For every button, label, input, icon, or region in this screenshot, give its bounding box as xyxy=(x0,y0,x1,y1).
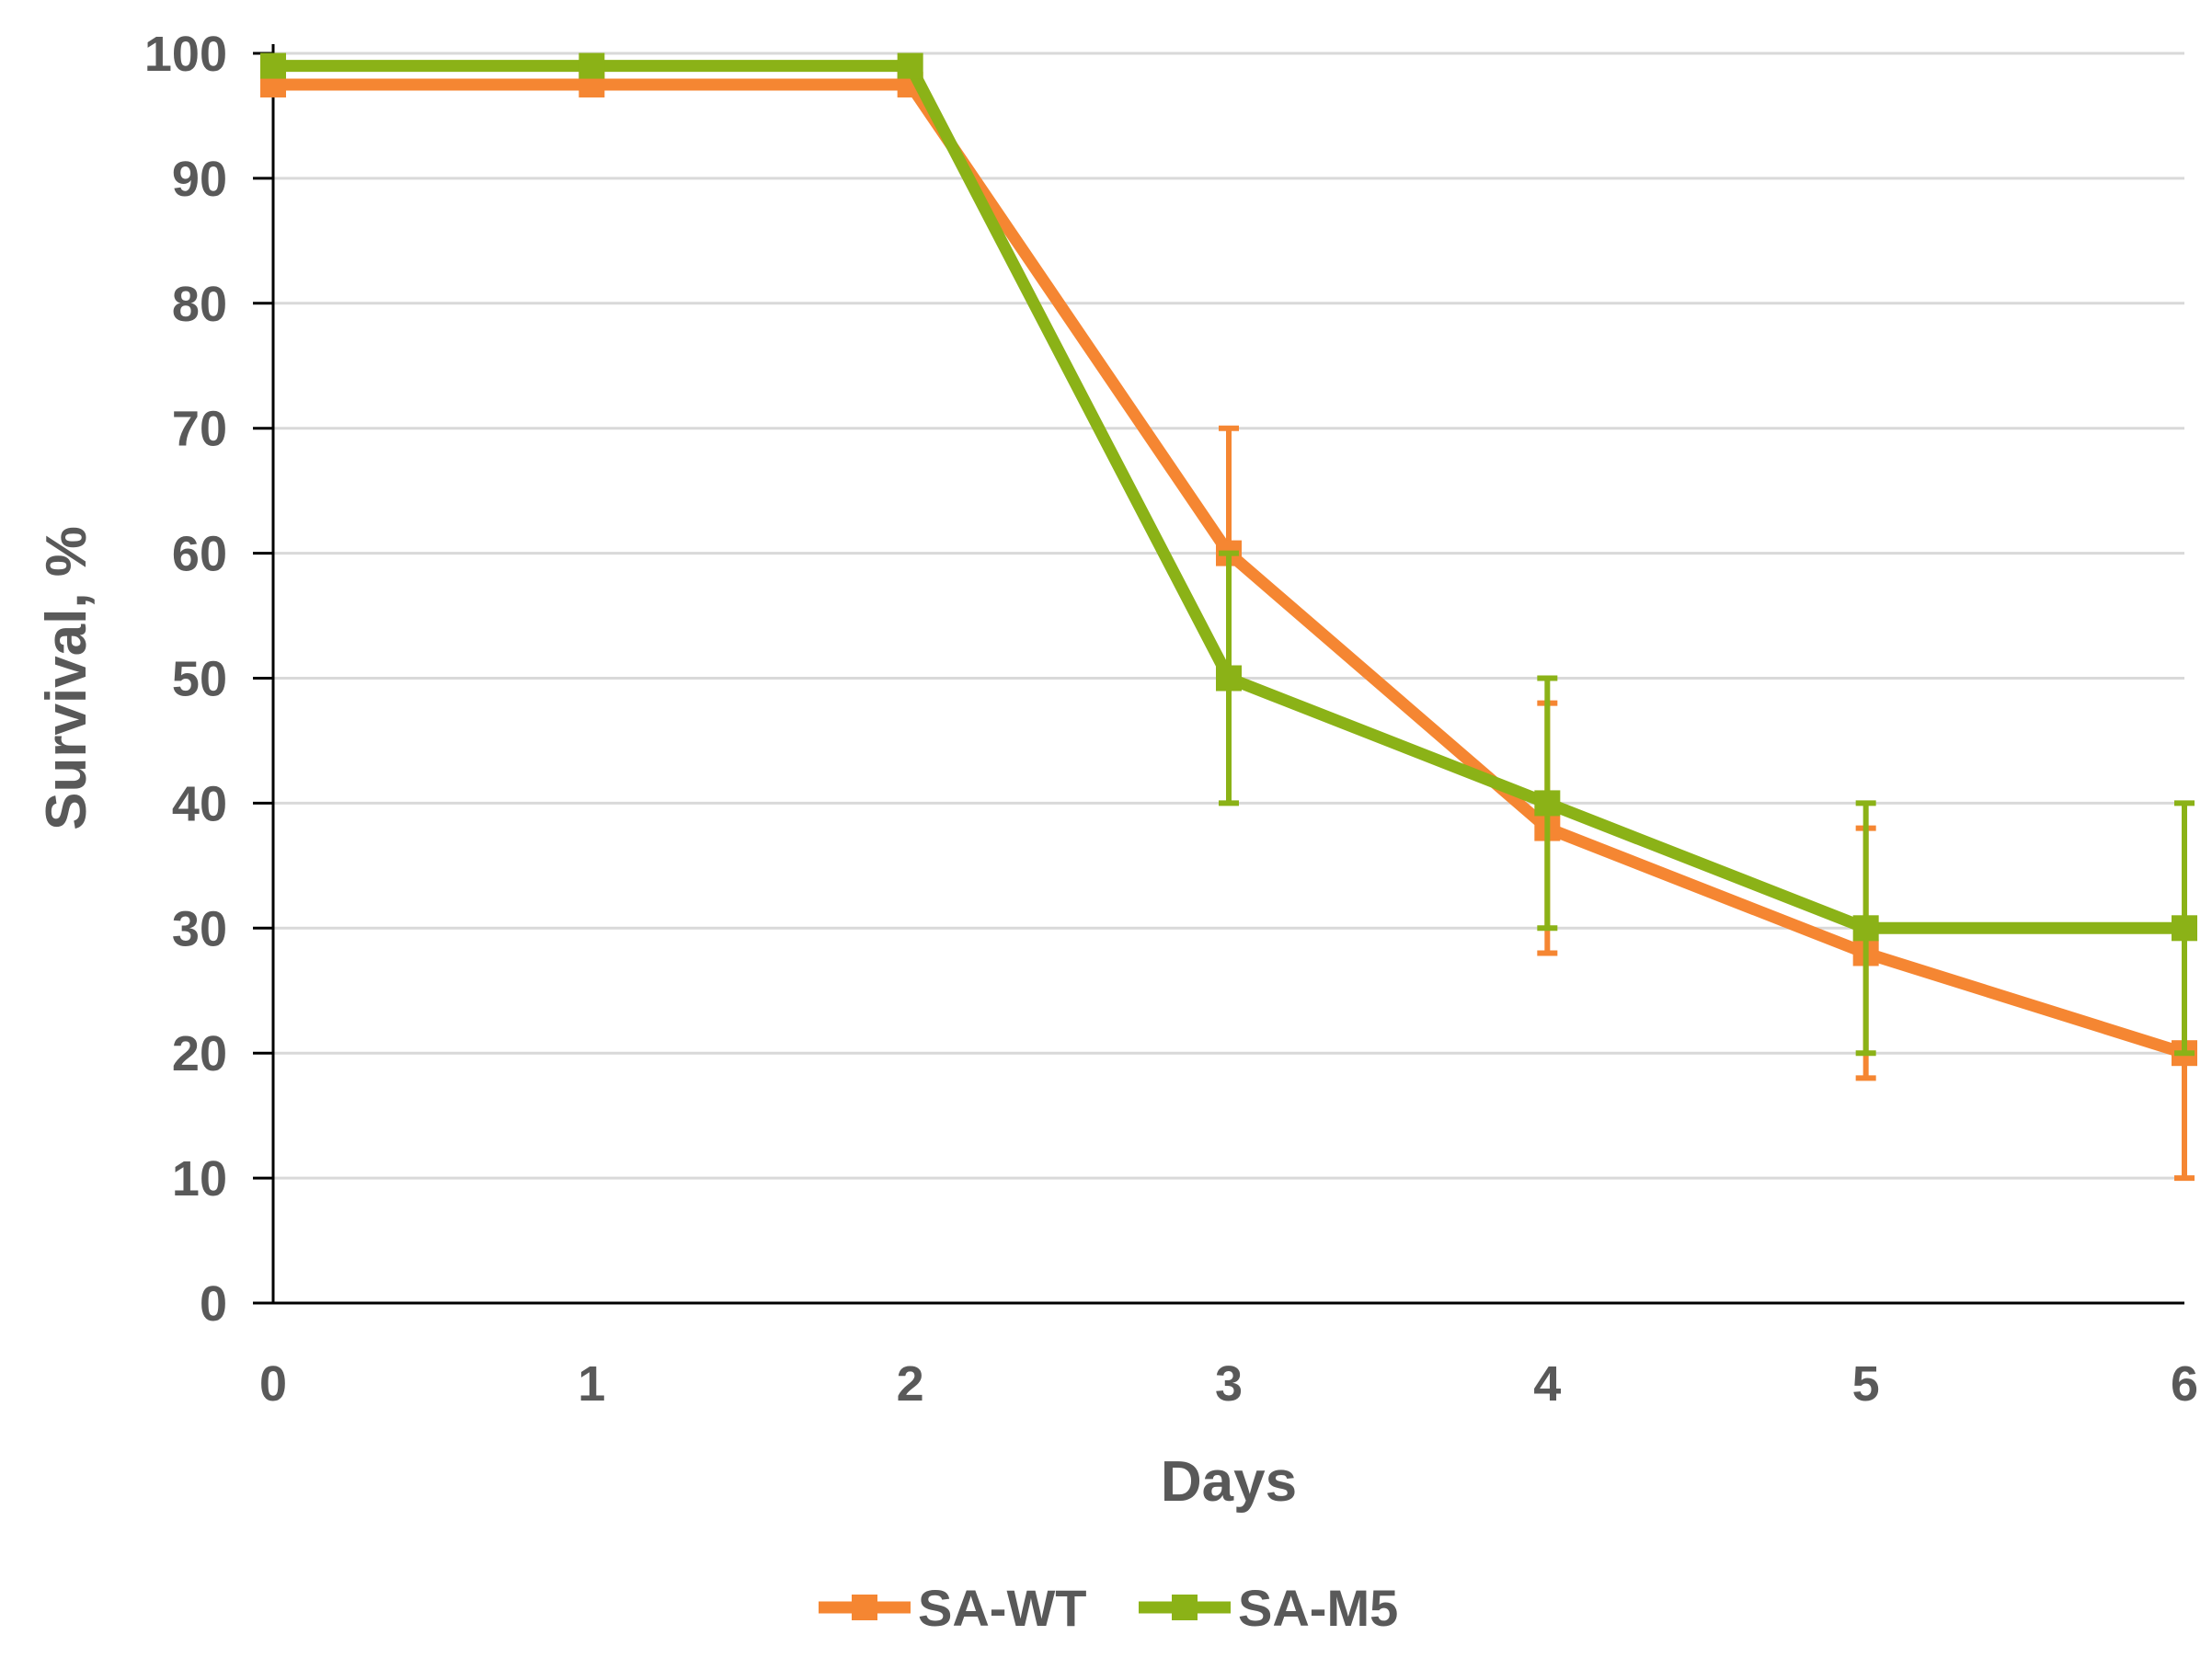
data-point xyxy=(897,52,923,79)
legend: SA-WT SA-M5 xyxy=(819,1579,1398,1637)
data-point xyxy=(1216,665,1242,692)
y-tick-label: 50 xyxy=(172,652,227,707)
y-tick-label: 80 xyxy=(172,277,227,332)
x-tick-label: 6 xyxy=(2171,1356,2198,1412)
legend-entry-SA-M5: SA-M5 xyxy=(1139,1579,1398,1637)
y-tick-label: 30 xyxy=(172,901,227,956)
data-point xyxy=(1534,790,1561,817)
legend-marker xyxy=(852,1595,877,1620)
data-point xyxy=(579,52,605,79)
legend-entry-SA-WT: SA-WT xyxy=(819,1579,1087,1637)
y-tick-label: 40 xyxy=(172,776,227,831)
x-tick-label: 2 xyxy=(897,1356,924,1412)
legend-label: SA-WT xyxy=(918,1579,1087,1637)
x-tick-label: 3 xyxy=(1215,1356,1243,1412)
x-tick-label: 5 xyxy=(1852,1356,1880,1412)
x-tick-label: 4 xyxy=(1533,1356,1561,1412)
y-tick-label: 100 xyxy=(144,27,227,82)
y-tick-label: 90 xyxy=(172,152,227,207)
series-SA-M5 xyxy=(260,52,2197,1057)
data-point xyxy=(2172,915,2197,942)
series-lines xyxy=(260,52,2197,1182)
data-point xyxy=(260,52,286,79)
x-tick-label: 1 xyxy=(578,1356,605,1412)
y-tick-label: 70 xyxy=(172,402,227,457)
y-tick-label: 20 xyxy=(172,1026,227,1081)
y-tick-label: 0 xyxy=(200,1276,227,1332)
legend-label: SA-M5 xyxy=(1238,1579,1398,1637)
legend-marker xyxy=(1172,1595,1198,1620)
data-point xyxy=(1852,915,1879,942)
x-axis-title: Days xyxy=(1161,1450,1297,1514)
y-axis-title: Survival, % xyxy=(35,526,98,830)
tick-labels: 0 10 20 30 40 50 60 70 80 90 100 0 1 2 3 4 5 6 xyxy=(144,27,2198,1412)
y-tick-label: 10 xyxy=(172,1151,227,1206)
axes xyxy=(253,44,2184,1305)
y-tick-label: 60 xyxy=(172,527,227,582)
x-tick-label: 0 xyxy=(259,1356,287,1412)
